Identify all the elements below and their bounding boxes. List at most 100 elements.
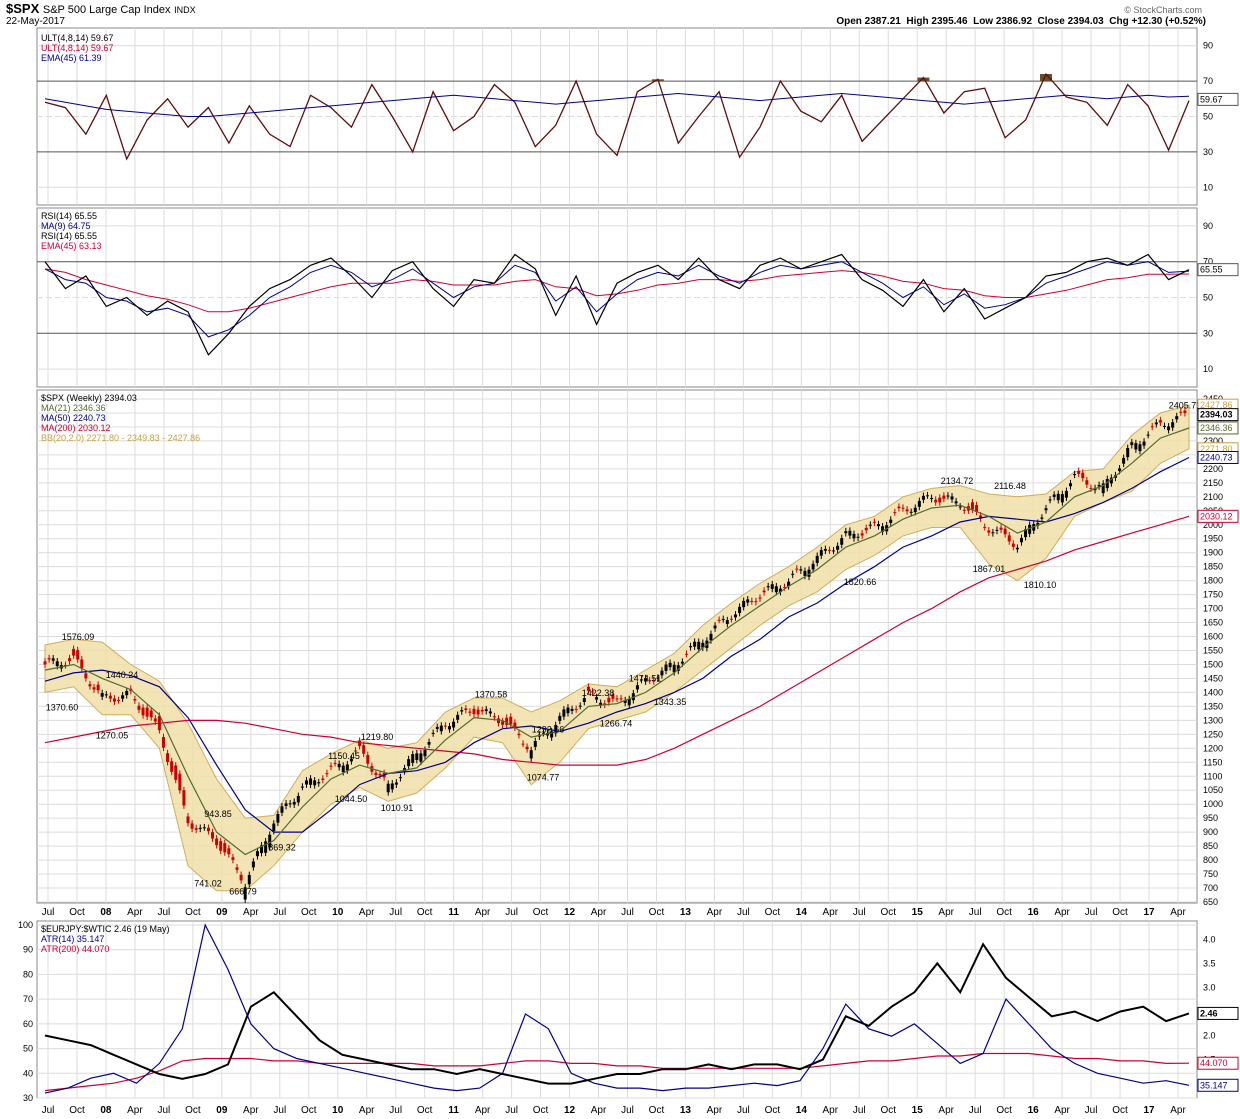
left-y-tick-label: 90 [23, 945, 33, 955]
candle-body [603, 703, 607, 705]
candle-body [149, 710, 153, 718]
ma200-line [44, 515, 1190, 766]
candle-body [390, 783, 394, 790]
candle-body [619, 698, 623, 700]
candle-body [991, 532, 995, 534]
candle-body [1085, 480, 1089, 485]
y-tick-label: 1200 [1203, 743, 1223, 753]
candle-body [590, 691, 594, 693]
candle-body [970, 502, 974, 510]
candle-body [386, 783, 390, 793]
left-y-tick-label: 60 [23, 1019, 33, 1029]
candle-body [917, 500, 921, 507]
y-tick-label: 90 [1203, 221, 1213, 231]
price-legend-item: MA(200) 2030.12 [41, 423, 111, 433]
candle-body [112, 698, 116, 702]
left-y-tick-label: 40 [23, 1068, 33, 1078]
price-value-label: 2240.73 [1200, 452, 1233, 462]
x-tick-label: Jul [157, 1105, 170, 1116]
x-tick-label: Apr [707, 1105, 723, 1116]
price-legend-item: $SPX (Weekly) 2394.03 [41, 393, 137, 403]
candle-body [488, 711, 492, 714]
right-y-tick-label: 2.0 [1203, 1031, 1216, 1041]
ma50-line [44, 456, 1190, 833]
candle-body [456, 714, 460, 720]
candle-body [178, 773, 182, 791]
candle-body [836, 545, 840, 550]
x-tick-label: Jul [389, 907, 402, 918]
x-tick-label: Oct [185, 907, 201, 918]
x-tick-label: 08 [100, 907, 112, 918]
candle-body [431, 732, 435, 734]
x-tick-label: 14 [796, 1105, 808, 1116]
candle-body [509, 716, 513, 725]
left-y-tick-label: 100 [18, 920, 33, 930]
candle-body [811, 563, 815, 570]
candle-body [362, 745, 366, 754]
x-tick-label: Oct [301, 907, 317, 918]
candle-body [807, 569, 811, 577]
candle-body [541, 732, 545, 734]
ratio-value-label: 44.070 [1200, 1058, 1228, 1068]
exchange: INDX [174, 5, 196, 15]
rsi-legend-item: RSI(14) 65.55 [41, 231, 97, 241]
y-tick-label: 1300 [1203, 715, 1223, 725]
price-annotation: 666.79 [229, 886, 257, 896]
candle-body [676, 665, 680, 671]
x-tick-label: Apr [707, 907, 723, 918]
ohlc-summary: Open 2387.21 High 2395.46 Low 2386.92 Cl… [836, 16, 1206, 27]
atr14-line [44, 923, 1190, 1094]
candle-body [439, 725, 443, 732]
candle-body [292, 801, 296, 805]
candle-body [333, 762, 337, 764]
candle-body [349, 758, 353, 762]
candle-body [374, 772, 378, 776]
index-name: S&P 500 Large Cap Index [42, 4, 171, 16]
candle-body [202, 827, 206, 829]
candle-body [235, 867, 239, 870]
candle-body [783, 587, 787, 589]
price-annotation: 1292.66 [532, 724, 565, 734]
y-tick-label: 90 [1203, 41, 1213, 51]
x-tick-label: Oct [649, 1105, 665, 1116]
candle-body [942, 495, 946, 499]
x-tick-label: Apr [475, 1105, 491, 1116]
ratio-value-label: 35.147 [1200, 1080, 1228, 1090]
candle-body [1167, 426, 1171, 431]
candle-body [897, 506, 901, 509]
candle-body [43, 661, 47, 665]
price-value-label: 2271.80 [1200, 444, 1233, 454]
candle-body [100, 693, 104, 697]
candle-body [554, 725, 558, 734]
candle-body [652, 679, 656, 682]
y-tick-label: 850 [1203, 841, 1218, 851]
price-annotation: 1266.74 [600, 719, 633, 729]
y-tick-label: 1700 [1203, 604, 1223, 614]
candle-body [795, 568, 799, 570]
y-tick-label: 1350 [1203, 701, 1223, 711]
y-tick-label: 800 [1203, 855, 1218, 865]
candle-body [582, 698, 586, 703]
candle-body [1162, 425, 1166, 427]
x-tick-label: Apr [1170, 907, 1186, 918]
candle-body [709, 633, 713, 641]
ratio-value-box [1197, 1056, 1239, 1070]
price-annotation: 741.02 [194, 879, 222, 889]
ma21-line [44, 427, 1190, 856]
x-tick-label: 15 [912, 907, 924, 918]
candle-body [1138, 444, 1142, 452]
y-tick-label: 10 [1203, 182, 1213, 192]
candle-body [627, 699, 631, 706]
candle-body [141, 707, 145, 716]
price-annotation: 1219.80 [361, 732, 394, 742]
x-tick-label: Oct [880, 907, 896, 918]
x-tick-label: Jul [969, 1105, 982, 1116]
candle-body [733, 614, 737, 618]
candle-body [1048, 499, 1052, 501]
left-y-tick-label: 30 [23, 1093, 33, 1103]
candle-body [668, 662, 672, 668]
candle-body [174, 765, 178, 780]
candle-body [137, 705, 141, 710]
price-value-label: 2394.03 [1200, 410, 1233, 420]
